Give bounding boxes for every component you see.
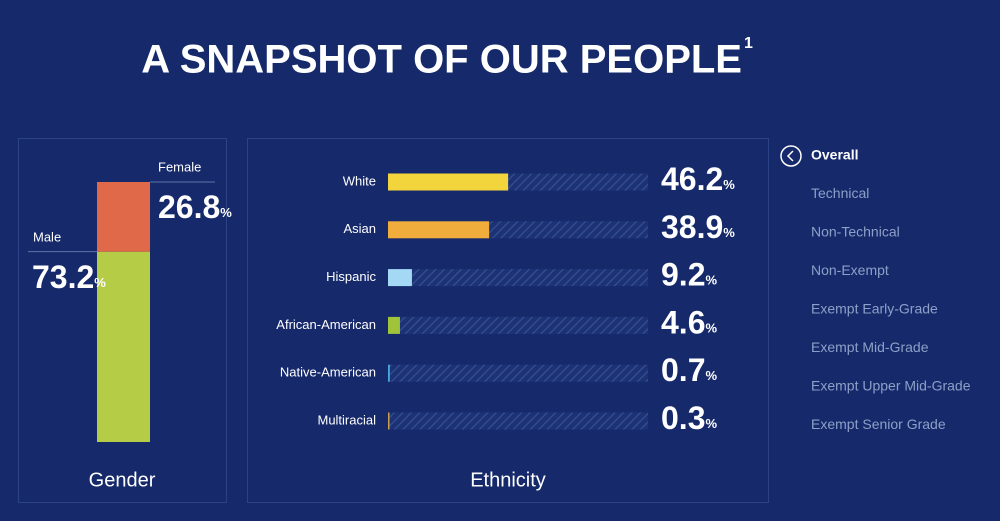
x-axis-label: Ethnicity — [470, 469, 546, 491]
ethnicity-panel — [247, 138, 769, 503]
menu-item[interactable]: Exempt Early-Grade — [811, 301, 938, 317]
value-label: 38.9% — [661, 209, 735, 245]
bar-track — [388, 364, 648, 382]
back-icon[interactable] — [780, 145, 802, 167]
legend-label: Female — [158, 159, 201, 174]
value-label: 0.7% — [661, 353, 717, 389]
bar — [388, 269, 412, 287]
value-label: 4.6% — [661, 305, 717, 341]
value-label: 26.8% — [158, 189, 232, 225]
menu-item[interactable]: Technical — [811, 185, 869, 201]
gender-bar — [97, 182, 150, 252]
gender-panel — [18, 138, 227, 503]
bar — [388, 412, 390, 430]
value-label: 46.2% — [661, 161, 735, 197]
legend-label: Male — [33, 229, 61, 244]
bar — [388, 221, 490, 239]
menu-item[interactable]: Exempt Senior Grade — [811, 416, 946, 432]
menu-item[interactable]: Overall — [811, 147, 858, 163]
bar — [388, 316, 400, 334]
title-footnote: 1 — [744, 35, 753, 52]
category-label: African-American — [276, 317, 376, 332]
gender-bar — [97, 251, 150, 442]
category-label: Native-American — [280, 365, 376, 380]
menu-item[interactable]: Exempt Mid-Grade — [811, 339, 929, 355]
menu-item[interactable]: Exempt Upper Mid-Grade — [811, 378, 971, 394]
category-label: Multiracial — [317, 412, 376, 427]
value-label: 73.2% — [32, 259, 106, 295]
category-label: White — [343, 173, 376, 188]
category-label: Hispanic — [326, 269, 376, 284]
category-label: Asian — [343, 221, 376, 236]
menu-item[interactable]: Non-Exempt — [811, 262, 889, 278]
title: A SNAPSHOT OF OUR PEOPLE — [141, 38, 742, 82]
menu-item[interactable]: Non-Technical — [811, 224, 900, 240]
back-chevron — [786, 150, 794, 162]
value-label: 9.2% — [661, 257, 717, 293]
bar-track — [388, 412, 648, 430]
bar — [388, 173, 509, 191]
bar-track — [388, 269, 648, 287]
x-axis-label: Gender — [89, 469, 156, 491]
value-label: 0.3% — [661, 400, 717, 436]
bar-track — [388, 316, 648, 334]
bar — [388, 364, 390, 382]
